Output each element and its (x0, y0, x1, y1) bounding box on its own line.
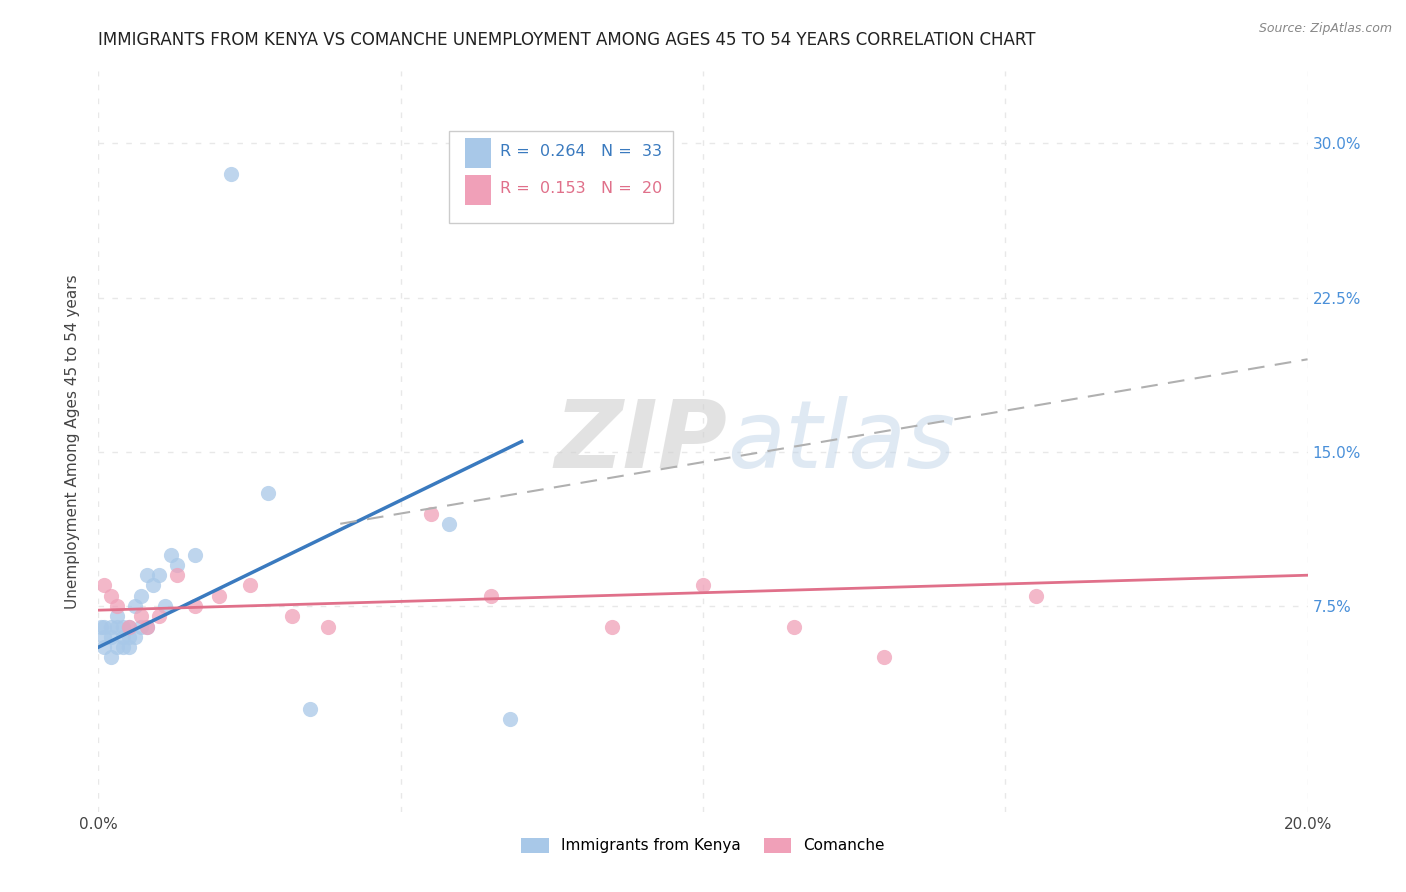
Text: ZIP: ZIP (554, 395, 727, 488)
Bar (465, 138, 492, 168)
Point (129, 589, 152, 603)
Point (135, 568, 157, 582)
Point (111, 630, 134, 644)
Point (437, 516, 460, 531)
Text: R =  0.264   N =  33: R = 0.264 N = 33 (501, 144, 662, 159)
Point (118, 630, 141, 644)
Point (602, 620, 624, 634)
Point (105, 599, 128, 613)
Point (118, 620, 141, 634)
Point (105, 640, 128, 655)
Point (105, 609, 128, 624)
Point (316, 620, 339, 634)
Point (111, 620, 134, 634)
Point (129, 609, 152, 624)
Point (166, 558, 188, 572)
Point (135, 620, 157, 634)
Point (135, 620, 157, 634)
Point (148, 609, 170, 624)
Point (420, 507, 443, 521)
Y-axis label: Unemployment Among Ages 45 to 54 years: Unemployment Among Ages 45 to 54 years (65, 274, 80, 609)
Point (692, 578, 714, 592)
Point (481, 589, 503, 603)
Point (100, 630, 122, 644)
Point (153, 599, 176, 613)
Point (299, 702, 322, 716)
Point (129, 620, 152, 634)
Point (105, 620, 128, 634)
Point (1024, 589, 1046, 603)
Point (184, 548, 207, 562)
FancyBboxPatch shape (449, 130, 672, 223)
Point (93, 620, 115, 634)
Point (142, 578, 165, 592)
Point (160, 548, 183, 562)
Text: IMMIGRANTS FROM KENYA VS COMANCHE UNEMPLOYMENT AMONG AGES 45 TO 54 YEARS CORRELA: IMMIGRANTS FROM KENYA VS COMANCHE UNEMPL… (98, 31, 1036, 49)
Point (783, 620, 806, 634)
Point (281, 609, 304, 624)
Point (111, 640, 134, 655)
Point (498, 712, 520, 726)
Point (118, 640, 141, 655)
Point (90, 620, 112, 634)
Point (166, 568, 188, 582)
Text: Source: ZipAtlas.com: Source: ZipAtlas.com (1258, 22, 1392, 36)
Point (239, 578, 262, 592)
Point (124, 599, 146, 613)
Point (100, 650, 122, 665)
Text: atlas: atlas (727, 396, 956, 487)
Point (208, 589, 231, 603)
Point (256, 486, 278, 500)
Point (93, 630, 115, 644)
Point (100, 589, 122, 603)
Point (124, 630, 146, 644)
Point (221, 167, 243, 181)
Point (184, 599, 207, 613)
Point (873, 650, 896, 665)
Point (93, 578, 115, 592)
Bar (465, 175, 492, 204)
Point (100, 620, 122, 634)
Point (118, 620, 141, 634)
Legend: Immigrants from Kenya, Comanche: Immigrants from Kenya, Comanche (515, 831, 891, 860)
Point (93, 640, 115, 655)
Text: R =  0.153   N =  20: R = 0.153 N = 20 (501, 181, 662, 196)
Point (148, 568, 170, 582)
